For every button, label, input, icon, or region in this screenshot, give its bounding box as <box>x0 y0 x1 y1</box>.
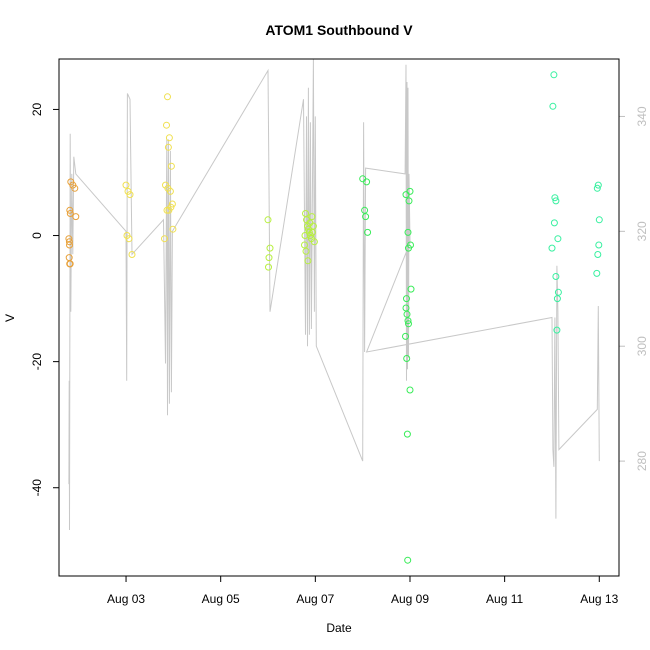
x-tick-label: Aug 09 <box>391 592 429 606</box>
data-point <box>594 181 602 189</box>
data-point <box>301 232 309 239</box>
data-point <box>168 200 176 208</box>
data-point <box>553 326 561 334</box>
data-point <box>552 273 560 280</box>
data-point <box>161 235 168 243</box>
data-point <box>166 187 174 195</box>
chart-title: ATOM1 Southbound V <box>265 22 413 38</box>
series-line <box>68 58 600 531</box>
data-point <box>403 310 411 318</box>
data-point <box>552 197 560 205</box>
data-point <box>407 241 414 249</box>
data-point <box>66 210 74 217</box>
data-point <box>301 241 308 249</box>
x-tick-label: Aug 03 <box>107 592 145 606</box>
data-point <box>403 295 410 303</box>
y2-tick-label: 320 <box>635 221 649 241</box>
data-point <box>265 263 272 271</box>
data-point <box>549 102 557 110</box>
data-point <box>363 178 371 186</box>
x-tick-label: Aug 11 <box>486 592 523 606</box>
data-point <box>551 194 559 202</box>
data-point <box>66 260 74 268</box>
data-point <box>164 93 171 101</box>
data-point <box>406 187 414 195</box>
data-point <box>164 143 172 151</box>
data-point <box>126 191 134 199</box>
x-tick-label: Aug 07 <box>296 592 334 606</box>
x-axis-label: Date <box>326 621 352 635</box>
data-point <box>407 285 415 293</box>
data-point <box>71 184 79 192</box>
data-point <box>402 332 409 340</box>
plot-area: Aug 03 Aug 05 Aug 07 Aug 09 Aug 11 Aug 13 20 0 -… <box>30 58 649 606</box>
data-point <box>264 216 272 224</box>
data-point <box>167 162 175 170</box>
y-tick-label: 0 <box>30 232 44 239</box>
data-point <box>548 244 556 252</box>
data-point <box>66 206 74 214</box>
data-point <box>65 238 73 246</box>
data-point <box>404 228 412 236</box>
data-point <box>405 197 413 205</box>
data-point <box>169 225 177 233</box>
y-tick-label: -20 <box>30 353 44 371</box>
data-point <box>302 247 310 255</box>
data-point <box>125 235 133 243</box>
data-point <box>304 257 312 265</box>
data-point <box>594 251 602 258</box>
data-point <box>308 213 316 221</box>
data-point <box>553 295 561 303</box>
data-point <box>593 184 601 192</box>
y-axis-label: V <box>3 314 17 322</box>
y2-tick-label: 340 <box>635 106 649 126</box>
plot-border <box>58 58 620 577</box>
data-point <box>266 244 274 252</box>
data-point <box>404 556 412 564</box>
data-point <box>364 228 372 236</box>
data-point <box>406 386 414 394</box>
data-point <box>593 269 601 277</box>
data-point <box>163 121 170 129</box>
data-point <box>165 134 173 142</box>
y2-tick-label: 280 <box>635 451 649 471</box>
data-point <box>122 181 130 189</box>
y2-tick-label: 300 <box>635 336 649 356</box>
x-tick-label: Aug 13 <box>580 592 618 606</box>
data-point <box>404 317 412 325</box>
data-point <box>165 206 173 214</box>
data-point <box>403 430 411 438</box>
data-point <box>163 206 171 214</box>
y-tick-label: -40 <box>30 479 44 497</box>
data-point <box>128 251 136 258</box>
data-point <box>66 241 73 249</box>
data-point <box>550 71 558 79</box>
data-point <box>362 213 370 221</box>
data-point <box>554 235 562 243</box>
x-tick-label: Aug 05 <box>202 592 240 606</box>
data-point <box>72 213 80 221</box>
data-point <box>306 219 314 227</box>
data-point <box>595 216 603 224</box>
data-point <box>403 355 411 362</box>
data-point <box>405 320 412 328</box>
data-point <box>310 238 318 246</box>
data-point <box>550 219 558 227</box>
data-point <box>265 254 273 262</box>
y-tick-label: 20 <box>30 102 44 116</box>
data-point <box>595 241 603 249</box>
